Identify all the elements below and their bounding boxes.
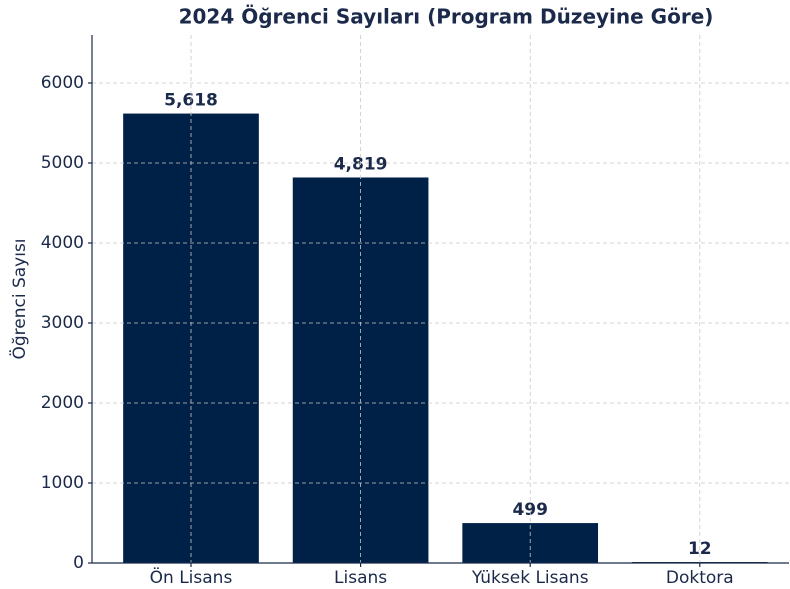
y-tick-label: 5000: [41, 153, 84, 173]
x-tick-label: Yüksek Lisans: [471, 568, 589, 588]
y-tick-label: 1000: [41, 473, 84, 493]
y-tick-label: 4000: [41, 233, 84, 253]
value-label: 499: [512, 500, 548, 520]
y-tick-label: 0: [73, 553, 84, 573]
y-axis-label: Öğrenci Sayısı: [8, 238, 30, 359]
x-tick-label: Ön Lisans: [150, 566, 233, 588]
x-tick-label: Lisans: [334, 568, 387, 588]
y-tick-label: 2000: [41, 393, 84, 413]
chart-title: 2024 Öğrenci Sayıları (Program Düzeyine …: [179, 5, 714, 29]
y-tick-label: 6000: [41, 73, 84, 93]
bar: [462, 523, 599, 563]
x-tick-label: Doktora: [666, 568, 734, 588]
y-tick-label: 3000: [41, 313, 84, 333]
